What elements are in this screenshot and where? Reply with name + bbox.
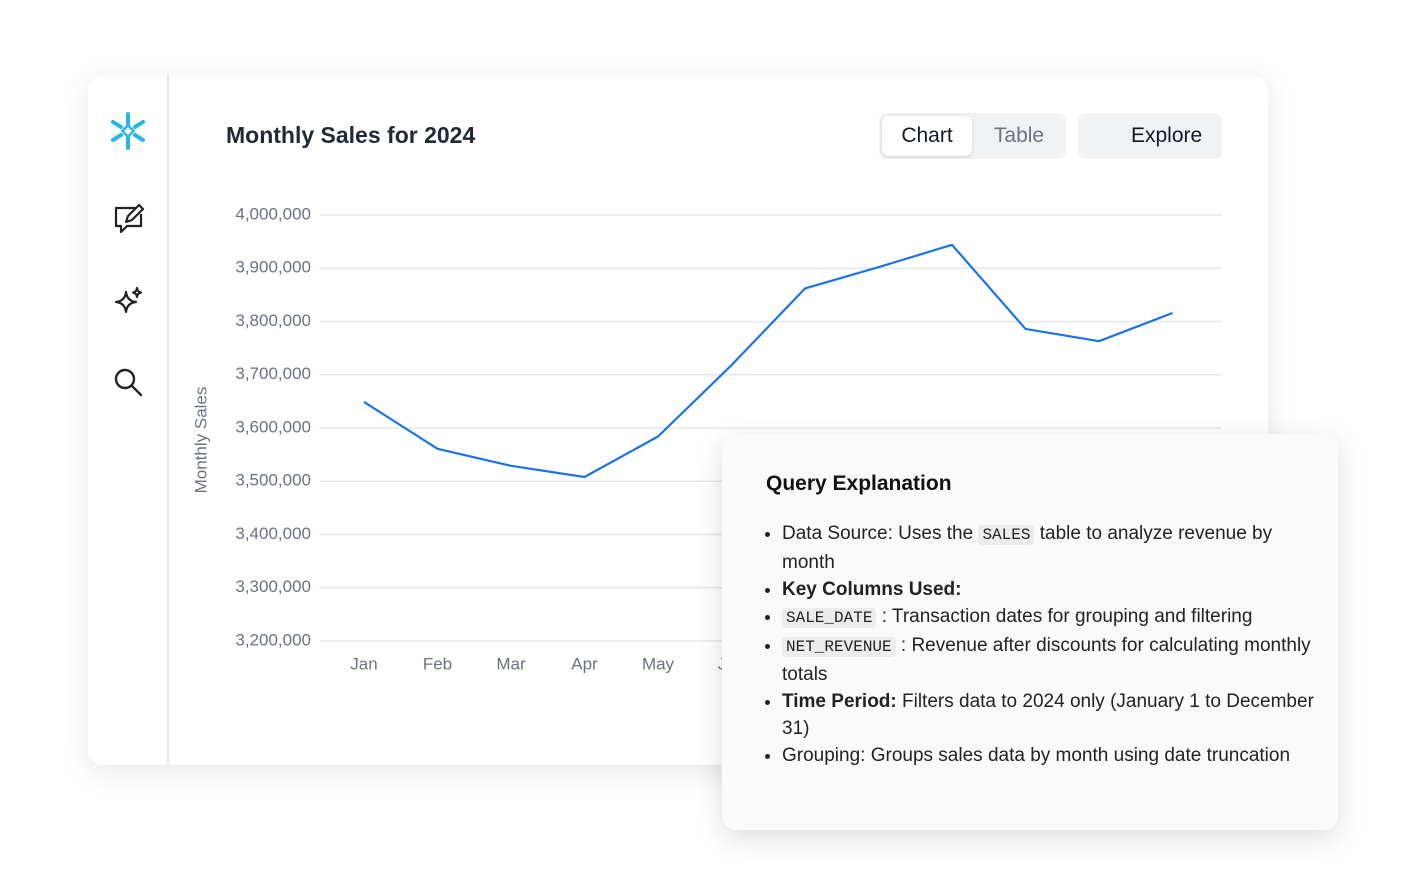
y-tick-label: 3,300,000: [235, 577, 311, 596]
explanation-panel: Query Explanation Data Source: Uses the …: [722, 434, 1338, 830]
item-text: : Transaction dates for grouping and fil…: [876, 606, 1253, 627]
y-tick-label: 3,800,000: [235, 311, 311, 330]
sidebar-divider: [167, 76, 169, 765]
explanation-item: Data Source: Uses the SALES table to ana…: [782, 520, 1327, 576]
explanation-item: Grouping: Groups sales data by month usi…: [782, 742, 1327, 769]
item-text: Grouping: Groups sales data by month usi…: [782, 745, 1291, 766]
explanation-item: NET_REVENUE : Revenue after discounts fo…: [782, 632, 1327, 688]
code-snippet: NET_REVENUE: [782, 637, 896, 657]
y-tick-label: 3,400,000: [235, 524, 311, 543]
edit-icon[interactable]: [114, 203, 145, 234]
y-tick-label: 3,700,000: [235, 364, 311, 383]
explanation-item: Key Columns Used:: [782, 576, 1327, 603]
item-text: Key Columns Used:: [782, 579, 962, 600]
explanation-item: Time Period: Filters data to 2024 only (…: [782, 688, 1327, 742]
item-text: Filters data to 2024 only (January 1 to …: [782, 691, 1314, 739]
sales-line: [363, 243, 1173, 479]
explore-button[interactable]: Explore: [1078, 113, 1222, 159]
table-tab[interactable]: Table: [993, 124, 1045, 147]
y-tick-label: 3,500,000: [235, 471, 311, 490]
code-snippet: SALES: [978, 525, 1035, 545]
chart-title: Monthly Sales for 2024: [226, 122, 476, 148]
chart-tab[interactable]: Chart: [882, 116, 972, 156]
explanation-list: Data Source: Uses the SALES table to ana…: [762, 520, 1327, 769]
explanation-item: SALE_DATE : Transaction dates for groupi…: [782, 603, 1327, 632]
item-text: table to analyze revenue by month: [782, 523, 1273, 573]
item-text: Time Period:: [782, 691, 897, 712]
y-tick-label: 3,900,000: [235, 258, 311, 277]
y-tick-label: 3,600,000: [235, 417, 311, 436]
logo: [111, 112, 145, 150]
x-tick-label: Jan: [350, 654, 377, 673]
x-tick-label: Feb: [423, 654, 452, 673]
explanation-title: Query Explanation: [766, 472, 952, 495]
y-tick-label: 3,200,000: [235, 630, 311, 649]
search-icon[interactable]: [114, 368, 143, 397]
y-axis-label: Monthly Sales: [191, 387, 210, 494]
x-tick-label: Mar: [496, 654, 526, 673]
y-tick-label: 4,000,000: [235, 204, 311, 223]
item-text: Data Source: Uses the: [782, 523, 979, 544]
explore-label: Explore: [1131, 124, 1203, 147]
x-tick-label: Apr: [571, 654, 598, 673]
sparkle-icon[interactable]: [114, 286, 143, 314]
view-tabs: Chart Table: [879, 113, 1066, 159]
x-tick-label: May: [642, 654, 675, 673]
item-text: : Revenue after discounts for calculatin…: [782, 635, 1311, 685]
code-snippet: SALE_DATE: [782, 608, 877, 628]
